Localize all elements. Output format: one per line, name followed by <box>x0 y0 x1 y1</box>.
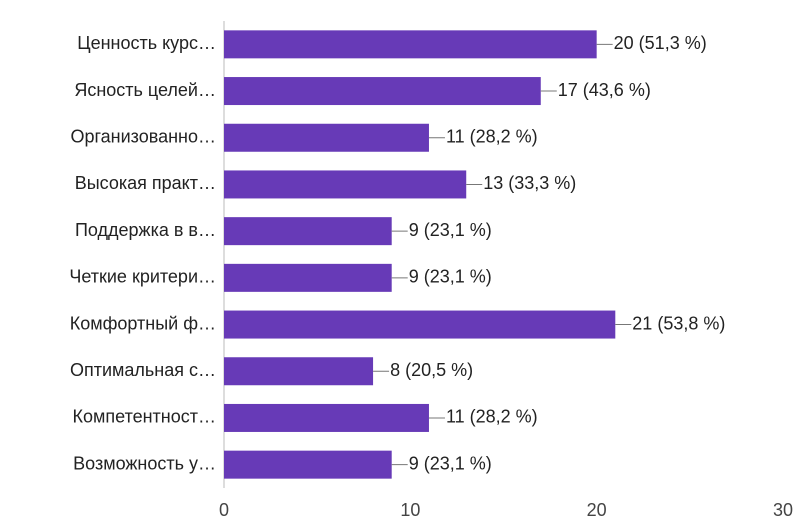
value-label: 8 (20,5 %) <box>390 360 473 380</box>
bar <box>224 170 467 199</box>
bar <box>224 310 616 339</box>
y-tick-label: Оптимальная с… <box>70 360 216 380</box>
value-label: 13 (33,3 %) <box>483 173 576 193</box>
y-tick-label: Высокая практ… <box>75 173 216 193</box>
value-label: 17 (43,6 %) <box>558 80 651 100</box>
value-label: 21 (53,8 %) <box>632 313 725 333</box>
y-tick-label: Ясность целей… <box>74 80 216 100</box>
y-tick-label: Поддержка в в… <box>75 220 216 240</box>
y-tick-label: Возможность у… <box>73 453 216 473</box>
value-label: 11 (28,2 %) <box>446 407 538 427</box>
value-label: 9 (23,1 %) <box>409 453 492 473</box>
bar <box>224 403 429 432</box>
x-tick-label: 30 <box>773 500 793 520</box>
y-tick-label: Компетентност… <box>73 407 216 427</box>
x-tick-label: 20 <box>587 500 607 520</box>
value-label: 9 (23,1 %) <box>409 220 492 240</box>
value-label: 20 (51,3 %) <box>614 33 707 53</box>
bar <box>224 450 392 479</box>
bar <box>224 77 541 106</box>
bar <box>224 30 597 59</box>
y-tick-label: Ценность курс… <box>77 33 216 53</box>
y-tick-label: Организованно… <box>70 127 216 147</box>
bar <box>224 263 392 292</box>
y-tick-label: Комфортный ф… <box>70 313 216 333</box>
value-label: 11 (28,2 %) <box>446 127 538 147</box>
x-tick-label: 0 <box>219 500 229 520</box>
bar <box>224 123 429 152</box>
value-label: 9 (23,1 %) <box>409 267 492 287</box>
y-tick-label: Четкие критери… <box>69 267 216 287</box>
bar <box>224 217 392 246</box>
x-tick-label: 10 <box>400 500 420 520</box>
bar <box>224 357 374 386</box>
